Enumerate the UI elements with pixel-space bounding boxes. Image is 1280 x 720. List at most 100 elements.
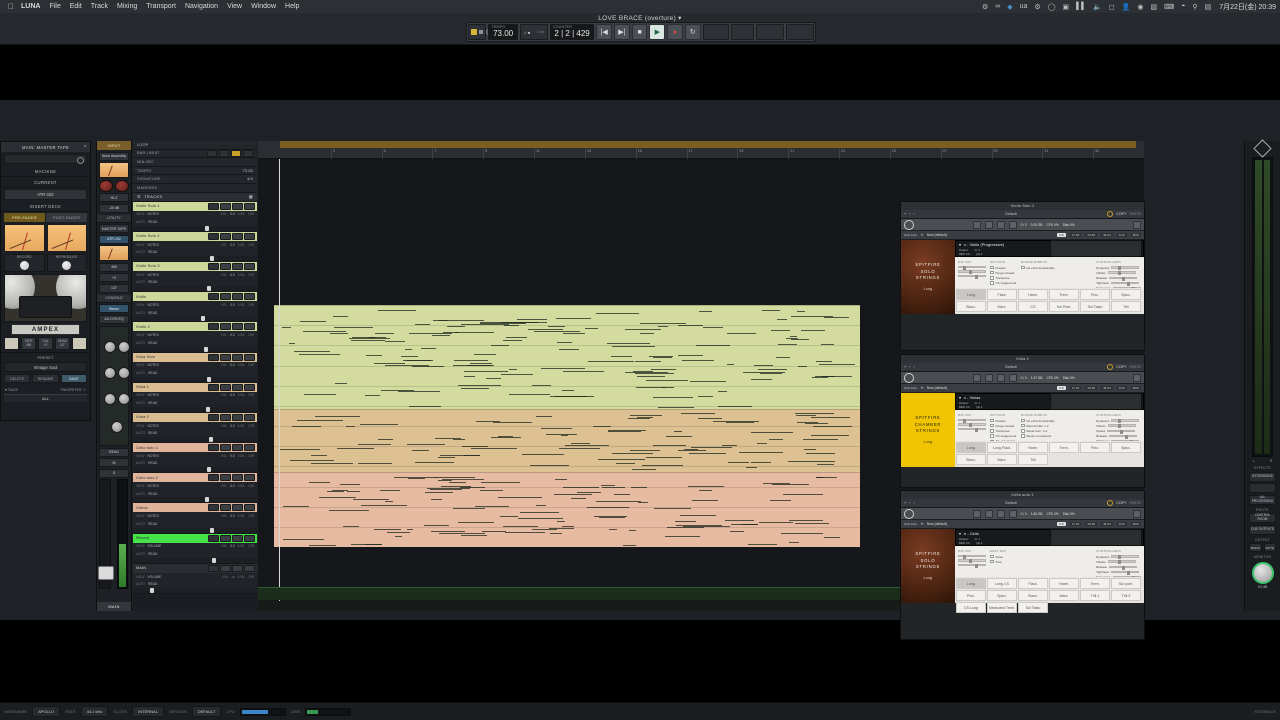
track-mute-button[interactable] [244, 232, 255, 240]
track-record-arm-button[interactable] [208, 474, 219, 482]
track-row[interactable]: Cellos VIEW NOTES VOL 0.0 100L OIR AUTO READ [133, 503, 257, 534]
track-solo-button[interactable] [232, 534, 243, 542]
controller-slider[interactable] [1111, 281, 1140, 286]
volume-icon[interactable]: 🔈 [1093, 3, 1102, 11]
controller-item[interactable]: Speed [1096, 429, 1141, 434]
slider-handle[interactable] [208, 437, 213, 443]
instrument-expand-icon[interactable]: ▾ [959, 530, 962, 536]
midi-value[interactable]: [A] 1 [976, 405, 983, 409]
close-icon[interactable]: × [83, 144, 87, 150]
trim-knob[interactable] [115, 179, 129, 192]
tracks-icon[interactable]: ☰ [137, 194, 141, 200]
articulation-cell[interactable]: Sul Tasto [1018, 602, 1048, 613]
checkbox-icon[interactable] [990, 429, 994, 433]
keyrange-49-64[interactable]: 49-64 [1100, 522, 1113, 526]
articulation-cell[interactable]: Long [956, 578, 986, 589]
rack-preset-name[interactable]: New (default) [926, 233, 947, 237]
record-knob-cap[interactable] [19, 261, 29, 270]
right-spacer-button[interactable] [72, 337, 87, 350]
track-record-arm-button[interactable] [208, 383, 219, 391]
go-to-end-button[interactable]: ▶| [614, 24, 630, 40]
min-sec-row[interactable]: MIN:SEC [133, 158, 257, 167]
track-automation-row[interactable]: AUTO READ [133, 520, 257, 528]
slider-handle[interactable] [207, 286, 212, 292]
keyrange-33-48[interactable]: 33-48 [1085, 233, 1097, 237]
articulation-cell[interactable]: Pizz. [956, 590, 986, 601]
control-room-button[interactable]: CONTROL ROOM [1249, 513, 1276, 523]
mic-slider-3[interactable] [958, 274, 986, 279]
controller-slider[interactable] [1111, 266, 1140, 271]
display-icon[interactable]: ◻ [1108, 3, 1115, 11]
copy-button[interactable]: COPY [1116, 365, 1127, 369]
track-row[interactable]: Viola 1 VIEW NOTES VOL 0.0 100L OIR AUTO READ [133, 382, 257, 413]
delete-preset-button[interactable]: DELETE [4, 374, 31, 383]
track-input-button[interactable] [220, 293, 231, 301]
articulation-cell[interactable]: Spicc. [987, 590, 1017, 601]
prev-preset-icon[interactable]: ‹ [909, 212, 911, 216]
photo-icon[interactable]: ▧ [1150, 3, 1158, 11]
track-input-button[interactable] [220, 353, 231, 361]
marker-display[interactable] [702, 24, 730, 40]
option-item[interactable]: Purge unused [990, 424, 1017, 428]
track-mute-button[interactable] [244, 353, 255, 361]
browse-icon[interactable] [996, 509, 1005, 518]
track-mute-button[interactable] [244, 534, 255, 542]
track-input-button[interactable] [220, 202, 231, 210]
controller-item[interactable]: Dynamics [1096, 266, 1141, 271]
track-automation-row[interactable]: AUTO READ [133, 369, 257, 377]
user-icon[interactable]: 👤 [1121, 3, 1131, 11]
reproduce-knob-cap[interactable] [62, 261, 72, 270]
articulation-cell[interactable]: Trill 2 [1111, 590, 1141, 601]
track-name-header[interactable]: Cello solo 2 [133, 473, 257, 483]
eq-lowmid-knob[interactable] [118, 340, 130, 353]
articulation-cell[interactable]: Long CS [987, 578, 1017, 589]
track-row[interactable]: Violin 2 VIEW NOTES VOL 0.0 100L OIR AUTO READ [133, 322, 257, 353]
options-gear-icon[interactable] [984, 373, 993, 382]
controller-item[interactable]: Vibrato [1096, 560, 1141, 565]
articulation-cell[interactable]: Sul Tasto [1080, 301, 1110, 312]
keyrange-17-32[interactable]: 17-32 [1069, 233, 1082, 237]
session-select[interactable]: DEFAULT [191, 706, 222, 717]
return-to-start-button[interactable]: |◀ [596, 24, 612, 40]
track-solo-button[interactable] [232, 232, 243, 240]
instrument-expand-icon[interactable]: ▾ [959, 241, 962, 247]
save-icon[interactable] [972, 509, 981, 518]
articulation-cell[interactable]: CS [1018, 301, 1048, 312]
articulation-cell[interactable]: Harm. [1049, 578, 1079, 589]
paste-button[interactable]: PASTE [1129, 212, 1141, 216]
track-input-button[interactable] [220, 444, 231, 452]
track-volume-slider[interactable] [133, 255, 257, 261]
articulation-cell[interactable]: Flaut. [1018, 578, 1048, 589]
loop-enable-icon[interactable] [231, 149, 241, 157]
position-counter[interactable]: COUNTER 2 | 2 | 429 [549, 24, 595, 40]
input-assign-button[interactable]: None Assembly [99, 151, 129, 161]
round-robin-item[interactable]: Round robin: x 2 [1021, 424, 1055, 428]
cal-button[interactable]: CAL +3 [38, 337, 53, 350]
loop-row[interactable]: LOOP [133, 141, 257, 150]
articulation-cell[interactable]: Pizz. [1080, 289, 1110, 300]
clock-source-select[interactable]: INTERNAL [132, 706, 164, 717]
kontakt-logo-icon[interactable] [904, 508, 914, 519]
track-mute-button[interactable] [244, 293, 255, 301]
menu-item-edit[interactable]: Edit [63, 3, 82, 10]
menu-item-track[interactable]: Track [84, 3, 108, 10]
articulation-cell[interactable]: Long [956, 442, 986, 453]
mute-button[interactable]: M [99, 458, 129, 467]
track-name-header[interactable]: Violin Solo 1 [133, 201, 257, 211]
markers-row[interactable]: MARKERS [133, 184, 257, 193]
track-name-header[interactable]: Cellos [133, 503, 257, 513]
track-name-header[interactable]: MAIN [133, 563, 257, 573]
track-row[interactable]: Violin Solo 3 VIEW NOTES VOL 0.0 100L OIR AUTO R… [133, 261, 257, 293]
checkbox-icon[interactable] [990, 270, 994, 275]
controller-slider[interactable] [1107, 424, 1136, 429]
round-robin-item[interactable]: Reset on transport [1021, 434, 1055, 438]
track-name-header[interactable]: Viola 1 [133, 382, 257, 392]
clock-display[interactable] [731, 24, 754, 40]
tags-label[interactable]: ▾ TAGS [5, 388, 18, 392]
track-param-row[interactable]: VIEW NOTES VOL 0.0 100L OIR [133, 421, 257, 430]
plugin-window[interactable]: Violin Solo 1 + ‹ › Default COPY PASTE 0 / 0 0.0… [900, 201, 1145, 351]
next-preset-icon[interactable]: › [913, 365, 915, 369]
option-item[interactable]: Transpose [990, 429, 1017, 433]
prev-preset-icon[interactable]: ‹ [909, 365, 911, 369]
track-volume-slider[interactable] [133, 588, 257, 593]
